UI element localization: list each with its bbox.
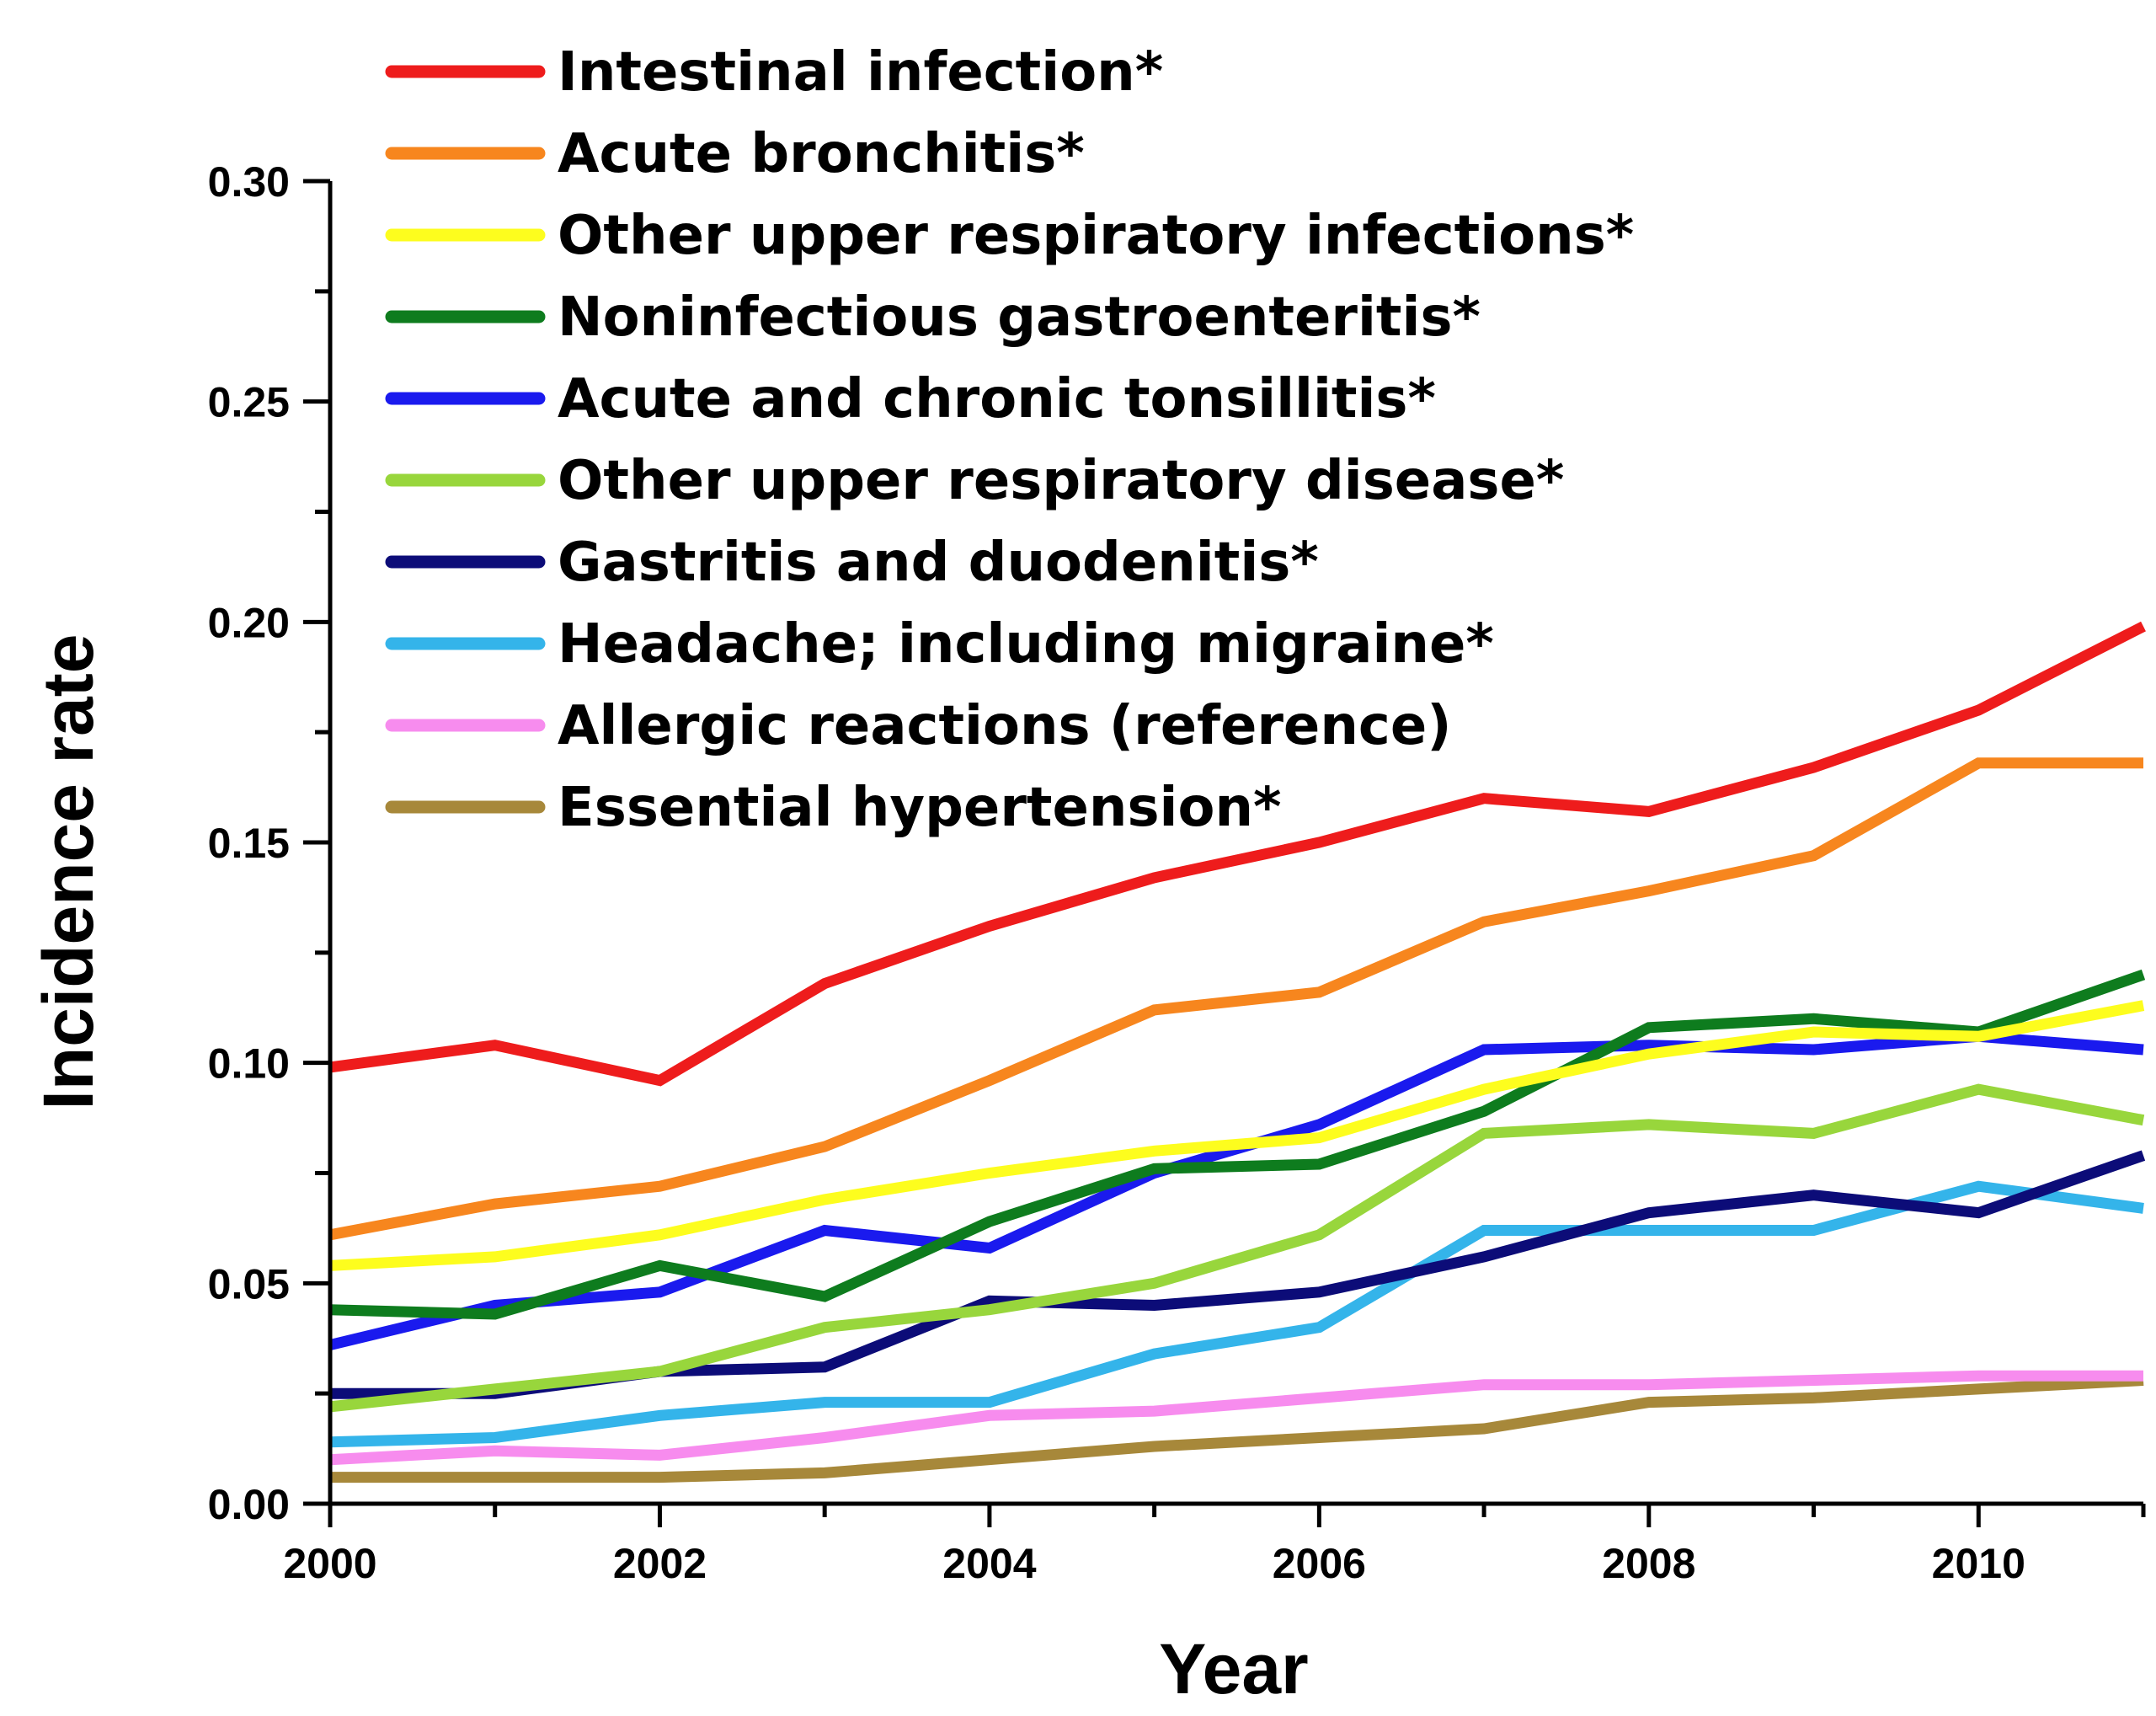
series-line xyxy=(329,1370,2143,1466)
legend-label: Noninfectious gastroenteritis* xyxy=(558,286,1481,349)
legend-label: Headache; including migraine* xyxy=(558,613,1494,676)
x-tick-label: 2008 xyxy=(1602,1540,1695,1587)
series-line xyxy=(330,1375,2144,1483)
legend-label: Essential hypertension* xyxy=(558,777,1281,839)
y-axis-title: Incidence rate xyxy=(29,634,108,1110)
x-tick-label: 2002 xyxy=(613,1540,707,1587)
legend: Intestinal infection* Acute bronchitis* Ot… xyxy=(385,41,1634,839)
x-axis-title: Year xyxy=(1159,1629,1309,1708)
series-line xyxy=(329,1180,2144,1448)
x-tick-label: 2004 xyxy=(942,1540,1036,1587)
series-line xyxy=(329,621,2146,1087)
y-tick-label: 0.10 xyxy=(208,1040,290,1088)
legend-label: Acute bronchitis* xyxy=(558,123,1085,185)
y-tick-label: 0.15 xyxy=(208,820,290,867)
legend-label: Gastritis and duodenitis* xyxy=(558,532,1319,594)
series-line xyxy=(329,1083,2145,1413)
legend-label: Allergic reactions (reference) xyxy=(558,695,1451,757)
y-tick-label: 0.20 xyxy=(208,599,290,646)
series-line xyxy=(328,757,2143,1241)
x-tick-label: 2010 xyxy=(1932,1540,2025,1587)
legend-label: Intestinal infection* xyxy=(558,41,1163,104)
legend-label: Other upper respiratory infections* xyxy=(558,205,1634,267)
x-tick-label: 2000 xyxy=(283,1540,376,1587)
series-lines xyxy=(328,621,2146,1483)
y-tick-label: 0.25 xyxy=(208,379,290,426)
y-tick-label: 0.30 xyxy=(208,158,290,206)
x-axis-ticks: 2000 2002 2004 2006 2008 2010 xyxy=(283,1504,2146,1587)
legend-label: Acute and chronic tonsillitis* xyxy=(558,368,1436,430)
y-tick-label: 0.00 xyxy=(208,1481,290,1528)
series-line xyxy=(329,1000,2145,1271)
series-line xyxy=(329,969,2146,1320)
legend-label: Other upper respiratory disease* xyxy=(558,450,1564,512)
x-tick-label: 2006 xyxy=(1273,1540,1366,1587)
y-tick-label: 0.05 xyxy=(208,1260,290,1307)
y-axis-ticks: 0.00 0.05 0.10 0.15 0.20 0.25 0.30 xyxy=(208,158,330,1528)
